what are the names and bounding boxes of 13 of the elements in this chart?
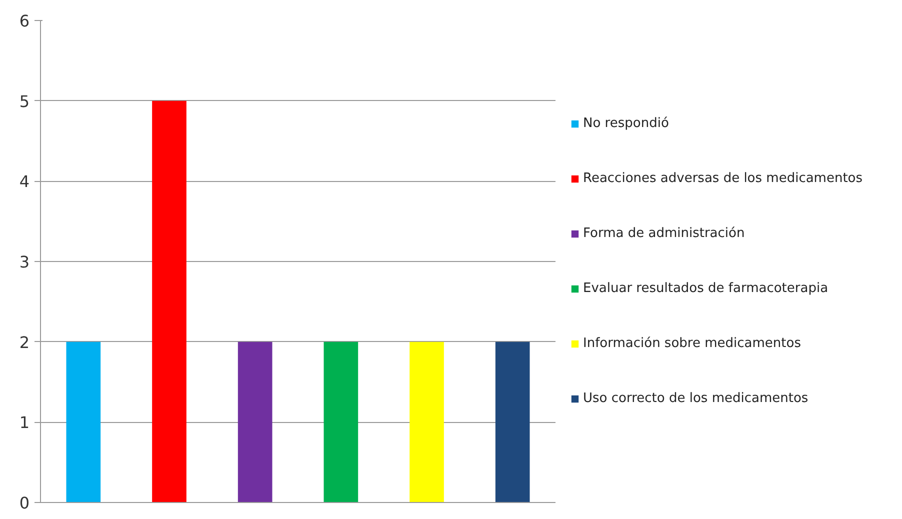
y-tick-label: 6: [19, 12, 30, 30]
legend-label: Uso correcto de los medicamentos: [583, 391, 808, 406]
y-tick-label: 3: [19, 252, 30, 272]
legend-label: No respondió: [583, 116, 669, 131]
legend-label: Información sobre medicamentos: [583, 336, 801, 351]
legend-label: Forma de administración: [583, 226, 745, 241]
y-tick-label: 5: [19, 92, 30, 111]
y-tick-label: 4: [19, 172, 30, 192]
y-tick-label: 2: [19, 332, 30, 352]
y-tick-label: 1: [19, 413, 30, 432]
y-tick-label: 0: [19, 494, 30, 512]
legend-label: Evaluar resultados de farmacoterapia: [583, 281, 828, 296]
legend-label: Reacciones adversas de los medicamentos: [583, 171, 863, 186]
